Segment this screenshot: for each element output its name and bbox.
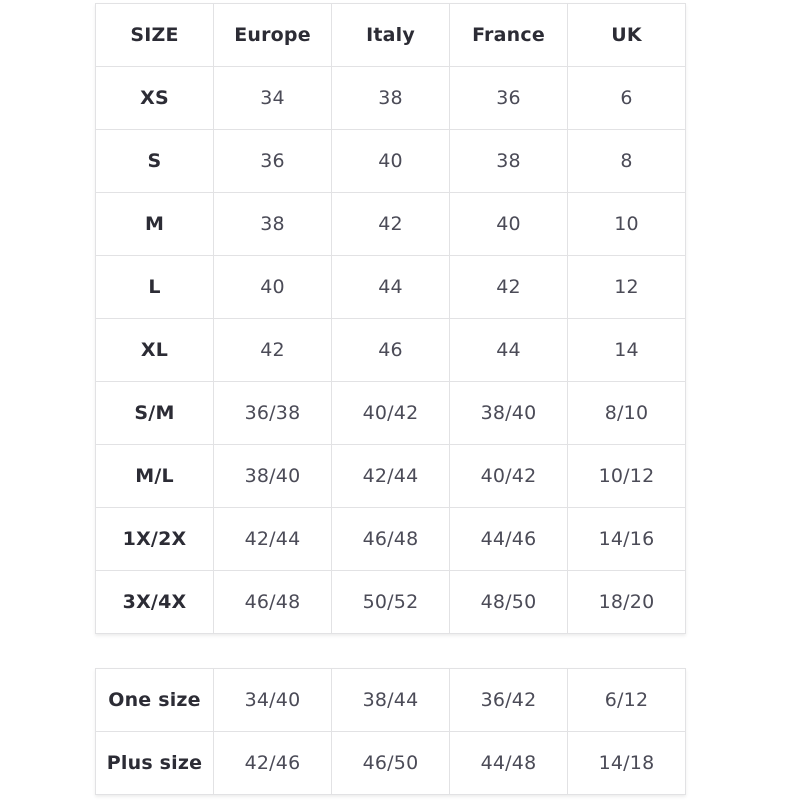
table-row: Plus size 42/46 46/50 44/48 14/18 xyxy=(95,731,686,795)
size-label-cell: 3X/4X xyxy=(95,570,214,634)
size-value-cell: 50/52 xyxy=(331,570,450,634)
size-value-cell: 40 xyxy=(213,255,332,319)
size-value-cell: 10 xyxy=(567,192,686,256)
size-value-cell: 14/18 xyxy=(567,731,686,795)
size-value-cell: 38/44 xyxy=(331,668,450,732)
size-label-cell: M/L xyxy=(95,444,214,508)
size-value-cell: 46 xyxy=(331,318,450,382)
size-value-cell: 36 xyxy=(213,129,332,193)
size-value-cell: 42 xyxy=(331,192,450,256)
size-value-cell: 46/48 xyxy=(331,507,450,571)
size-value-cell: 38/40 xyxy=(213,444,332,508)
size-value-cell: 46/50 xyxy=(331,731,450,795)
size-value-cell: 42/46 xyxy=(213,731,332,795)
table-row: S/M 36/38 40/42 38/40 8/10 xyxy=(95,381,686,445)
size-value-cell: 36/42 xyxy=(449,668,568,732)
size-value-cell: 44 xyxy=(449,318,568,382)
size-value-cell: 46/48 xyxy=(213,570,332,634)
size-value-cell: 44 xyxy=(331,255,450,319)
table-row: M 38 42 40 10 xyxy=(95,192,686,256)
size-label-cell: L xyxy=(95,255,214,319)
size-value-cell: 44/46 xyxy=(449,507,568,571)
table-header-cell: Europe xyxy=(213,3,332,67)
table-header-cell: Italy xyxy=(331,3,450,67)
size-value-cell: 8/10 xyxy=(567,381,686,445)
table-row: One size 34/40 38/44 36/42 6/12 xyxy=(95,668,686,732)
size-value-cell: 40/42 xyxy=(331,381,450,445)
size-value-cell: 44/48 xyxy=(449,731,568,795)
table-row: S 36 40 38 8 xyxy=(95,129,686,193)
table-row: XS 34 38 36 6 xyxy=(95,66,686,130)
size-value-cell: 42/44 xyxy=(331,444,450,508)
table-row: 3X/4X 46/48 50/52 48/50 18/20 xyxy=(95,570,686,634)
size-value-cell: 6/12 xyxy=(567,668,686,732)
size-value-cell: 38/40 xyxy=(449,381,568,445)
size-conversion-table: SIZE Europe Italy France UK XS 34 38 36 6 S 36 40 38 8… xyxy=(95,3,686,634)
size-label-cell: M xyxy=(95,192,214,256)
size-value-cell: 6 xyxy=(567,66,686,130)
size-value-cell: 40/42 xyxy=(449,444,568,508)
size-value-cell: 14/16 xyxy=(567,507,686,571)
size-value-cell: 36/38 xyxy=(213,381,332,445)
size-value-cell: 48/50 xyxy=(449,570,568,634)
size-label-cell: Plus size xyxy=(95,731,214,795)
size-value-cell: 12 xyxy=(567,255,686,319)
size-value-cell: 38 xyxy=(213,192,332,256)
size-value-cell: 14 xyxy=(567,318,686,382)
size-label-cell: 1X/2X xyxy=(95,507,214,571)
size-value-cell: 34 xyxy=(213,66,332,130)
table-header-cell: UK xyxy=(567,3,686,67)
size-value-cell: 36 xyxy=(449,66,568,130)
table-header-cell: SIZE xyxy=(95,3,214,67)
size-label-cell: One size xyxy=(95,668,214,732)
size-value-cell: 8 xyxy=(567,129,686,193)
size-value-cell: 42/44 xyxy=(213,507,332,571)
size-value-cell: 18/20 xyxy=(567,570,686,634)
size-tables-container: SIZE Europe Italy France UK XS 34 38 36 6 S 36 40 38 8… xyxy=(95,3,686,795)
table-header-row: SIZE Europe Italy France UK xyxy=(95,3,686,67)
size-value-cell: 10/12 xyxy=(567,444,686,508)
size-label-cell: S xyxy=(95,129,214,193)
size-value-cell: 40 xyxy=(331,129,450,193)
size-value-cell: 38 xyxy=(331,66,450,130)
special-sizes-table: One size 34/40 38/44 36/42 6/12 Plus size 42/4… xyxy=(95,668,686,795)
table-row: L 40 44 42 12 xyxy=(95,255,686,319)
size-value-cell: 34/40 xyxy=(213,668,332,732)
table-row: 1X/2X 42/44 46/48 44/46 14/16 xyxy=(95,507,686,571)
size-label-cell: XL xyxy=(95,318,214,382)
size-value-cell: 40 xyxy=(449,192,568,256)
size-value-cell: 38 xyxy=(449,129,568,193)
size-label-cell: XS xyxy=(95,66,214,130)
size-label-cell: S/M xyxy=(95,381,214,445)
size-value-cell: 42 xyxy=(213,318,332,382)
table-header-cell: France xyxy=(449,3,568,67)
size-value-cell: 42 xyxy=(449,255,568,319)
table-row: M/L 38/40 42/44 40/42 10/12 xyxy=(95,444,686,508)
table-row: XL 42 46 44 14 xyxy=(95,318,686,382)
